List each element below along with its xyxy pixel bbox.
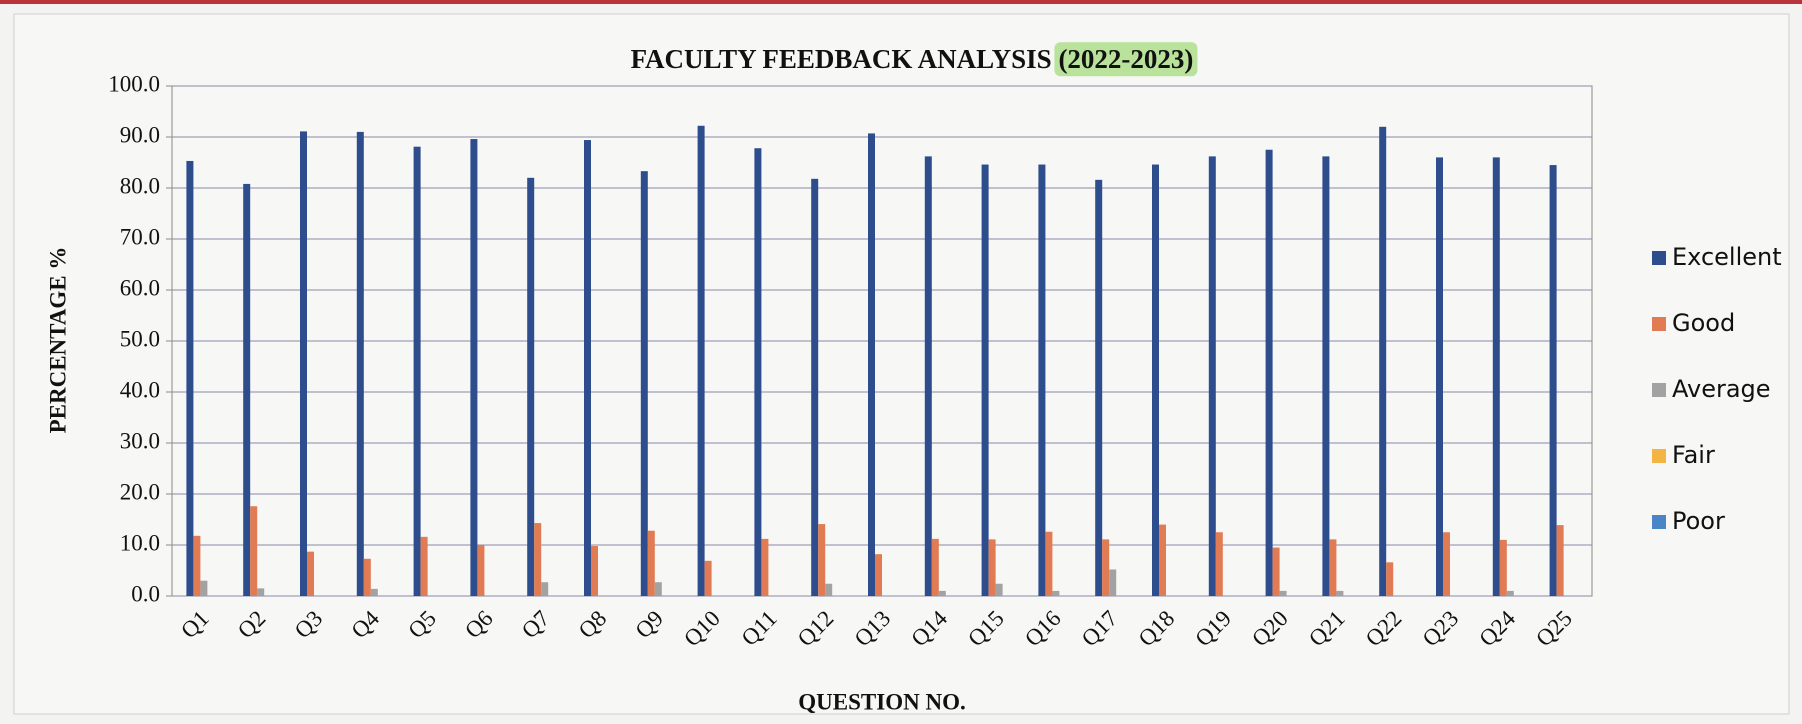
bar: [356, 131, 364, 596]
bar: [1095, 179, 1103, 596]
legend-swatch: [1652, 383, 1666, 397]
bar: [1265, 149, 1273, 596]
bar: [250, 506, 258, 596]
bar: [1215, 532, 1223, 596]
y-tick-label: 20.0: [120, 479, 160, 504]
bar: [875, 554, 882, 596]
legend-swatch: [1652, 449, 1666, 463]
bar: [413, 146, 421, 596]
title-highlight: [1054, 42, 1198, 77]
bar: [1208, 156, 1216, 596]
bar: [924, 156, 932, 596]
y-tick-label: 30.0: [120, 428, 160, 453]
bar: [1102, 539, 1110, 596]
bar: [697, 125, 705, 596]
bar: [1272, 547, 1280, 596]
bar: [995, 583, 1003, 596]
bar: [1052, 590, 1060, 596]
y-tick-label: 0.0: [131, 581, 160, 606]
bar: [534, 523, 542, 596]
legend-swatch: [1652, 251, 1666, 265]
bar: [420, 536, 428, 596]
bar: [761, 538, 769, 596]
chart-title: FACULTY FEEDBACK ANALYSIS (2022-2023): [631, 44, 1194, 74]
bar: [1109, 569, 1117, 596]
y-tick-label: 100.0: [108, 71, 160, 96]
bar: [300, 131, 307, 596]
bar: [1492, 157, 1500, 596]
y-tick-label: 90.0: [120, 122, 160, 147]
legend-label: Average: [1672, 375, 1771, 403]
bar: [1279, 590, 1287, 596]
bar: [1159, 524, 1166, 596]
bar: [647, 530, 655, 596]
bar: [193, 535, 201, 596]
bar: [1336, 590, 1344, 596]
bar: [470, 139, 478, 597]
bar: [654, 582, 662, 596]
y-tick-label: 80.0: [120, 173, 160, 198]
bar: [1322, 156, 1330, 596]
bar: [988, 539, 996, 596]
legend-swatch: [1652, 515, 1666, 529]
bar: [541, 582, 549, 596]
bar: [200, 580, 208, 596]
bar: [1436, 157, 1443, 596]
bar: [1329, 539, 1337, 596]
bar: [186, 160, 194, 596]
bar: [1549, 165, 1557, 597]
bar: [868, 133, 875, 596]
bar: [477, 545, 485, 596]
title-year: (2022-2023): [1058, 44, 1193, 74]
bar: [243, 183, 251, 597]
legend-label: Excellent: [1672, 243, 1782, 271]
bar: [931, 538, 939, 596]
y-tick-label: 50.0: [120, 326, 160, 351]
bar: [307, 551, 314, 596]
bar: [811, 178, 819, 596]
bar: [938, 590, 946, 596]
y-tick-label: 70.0: [120, 224, 160, 249]
bar: [591, 546, 598, 596]
legend-label: Fair: [1672, 441, 1715, 469]
y-tick-label: 40.0: [120, 377, 160, 402]
legend-swatch: [1652, 317, 1666, 331]
bar: [981, 164, 989, 597]
bar: [1038, 164, 1046, 597]
y-axis-title: PERCENTAGE %: [45, 247, 70, 434]
bar: [257, 588, 265, 596]
bar: [1386, 562, 1394, 596]
bar: [1556, 525, 1564, 596]
bar: [640, 171, 648, 597]
bar: [704, 560, 712, 596]
y-tick-label: 10.0: [120, 530, 160, 555]
bar: [527, 177, 535, 597]
bar: [1379, 126, 1387, 597]
title-main: FACULTY FEEDBACK ANALYSIS: [631, 44, 1052, 74]
bar: [363, 558, 371, 596]
legend-label: Poor: [1672, 507, 1725, 535]
bar: [1499, 539, 1507, 596]
bar: [1045, 531, 1053, 596]
bar: [1152, 164, 1159, 597]
bar: [370, 588, 378, 596]
bar: [584, 140, 591, 596]
legend-label: Good: [1672, 309, 1735, 337]
bar: [818, 524, 826, 596]
y-tick-label: 60.0: [120, 275, 160, 300]
chart-frame: [13, 13, 1790, 715]
bar: [1443, 532, 1450, 596]
bar: [1506, 590, 1514, 596]
x-axis-title: QUESTION NO.: [798, 689, 965, 714]
bar: [825, 583, 833, 596]
top-border: [0, 0, 1802, 4]
bar: [754, 148, 762, 596]
